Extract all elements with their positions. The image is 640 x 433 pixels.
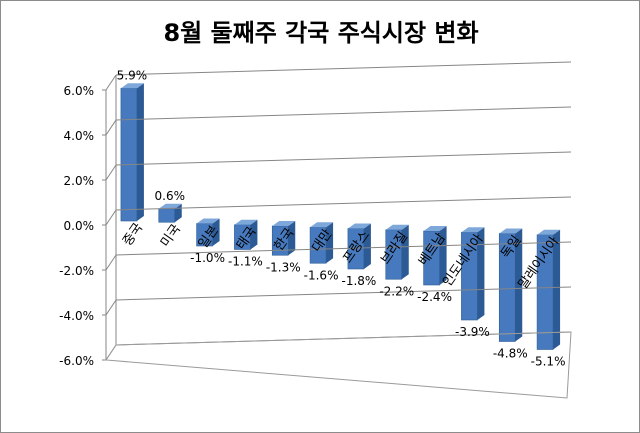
bar-top (499, 228, 523, 234)
data-label: -3.9% (455, 325, 490, 339)
bar-top (158, 203, 182, 209)
grid-depth-line (105, 254, 117, 271)
bar-5 (271, 221, 296, 256)
bar-top (196, 218, 220, 224)
y-tick-label: -6.0% (59, 354, 94, 368)
bar-9 (423, 226, 447, 286)
data-label: 5.9% (117, 68, 148, 82)
bar-side (363, 223, 371, 269)
bar-side (250, 219, 258, 250)
bar-top (423, 226, 447, 231)
bar-side (477, 227, 485, 320)
bar-front (120, 87, 138, 222)
data-label: -1.6% (304, 268, 339, 282)
gridline (115, 106, 572, 121)
bar-front (158, 208, 176, 223)
bar-group (120, 83, 561, 350)
y-tick-label: -2.0% (59, 264, 94, 278)
bar-side (553, 229, 561, 350)
floor-plane (105, 331, 572, 399)
bar-4 (234, 219, 258, 250)
y-tick-label: 0.0% (64, 219, 95, 233)
bar-3 (196, 218, 220, 247)
bar-side (212, 218, 220, 246)
bar-11 (498, 228, 523, 342)
chart-title: 8월 둘째주 각국 주식시장 변화 (163, 19, 479, 47)
bar-10 (461, 227, 485, 321)
data-label: -1.3% (266, 260, 301, 274)
bar-top (120, 83, 144, 89)
bar-top (347, 223, 371, 229)
data-label: -1.1% (228, 255, 263, 269)
grid-depth-line (105, 119, 117, 136)
bar-side (515, 228, 523, 342)
bar-side (326, 222, 334, 264)
data-label: -1.0% (190, 251, 225, 265)
data-label: 0.6% (155, 189, 186, 203)
data-label: -2.4% (417, 290, 452, 304)
bar-top (272, 221, 296, 226)
bar-top (310, 222, 334, 228)
bar-top (234, 219, 258, 225)
y-tick-label: -4.0% (59, 309, 94, 323)
bar-side (136, 83, 144, 221)
bar-7 (347, 223, 371, 270)
data-label: -4.8% (493, 347, 528, 361)
gridline (115, 196, 572, 211)
bar-2 (158, 203, 182, 223)
gridline (115, 61, 572, 76)
bar-top (385, 224, 409, 230)
grid-depth-line (105, 209, 117, 226)
bar-side (401, 224, 409, 280)
category-label: 미국 (158, 222, 184, 250)
bar-8 (385, 224, 409, 280)
gridline (115, 241, 572, 256)
data-label: -2.2% (379, 284, 414, 298)
grid-depth-line (105, 74, 117, 91)
bar-12 (536, 229, 561, 350)
data-label: -5.1% (531, 355, 566, 369)
bar-1 (120, 83, 144, 222)
bar-side (288, 221, 296, 256)
grid-depth-line (105, 164, 117, 181)
gridline (115, 151, 572, 166)
bar-top (461, 227, 485, 233)
y-tick-label: 6.0% (64, 84, 95, 98)
bar-side (439, 226, 447, 285)
gridline (115, 286, 572, 301)
grid-depth-line (105, 299, 117, 316)
bar-6 (309, 222, 334, 264)
y-tick-label: 2.0% (64, 174, 95, 188)
bar-top (537, 229, 561, 235)
y-tick-label: 4.0% (64, 129, 95, 143)
category-label: 중국 (120, 221, 146, 249)
data-label: -1.8% (342, 274, 377, 288)
